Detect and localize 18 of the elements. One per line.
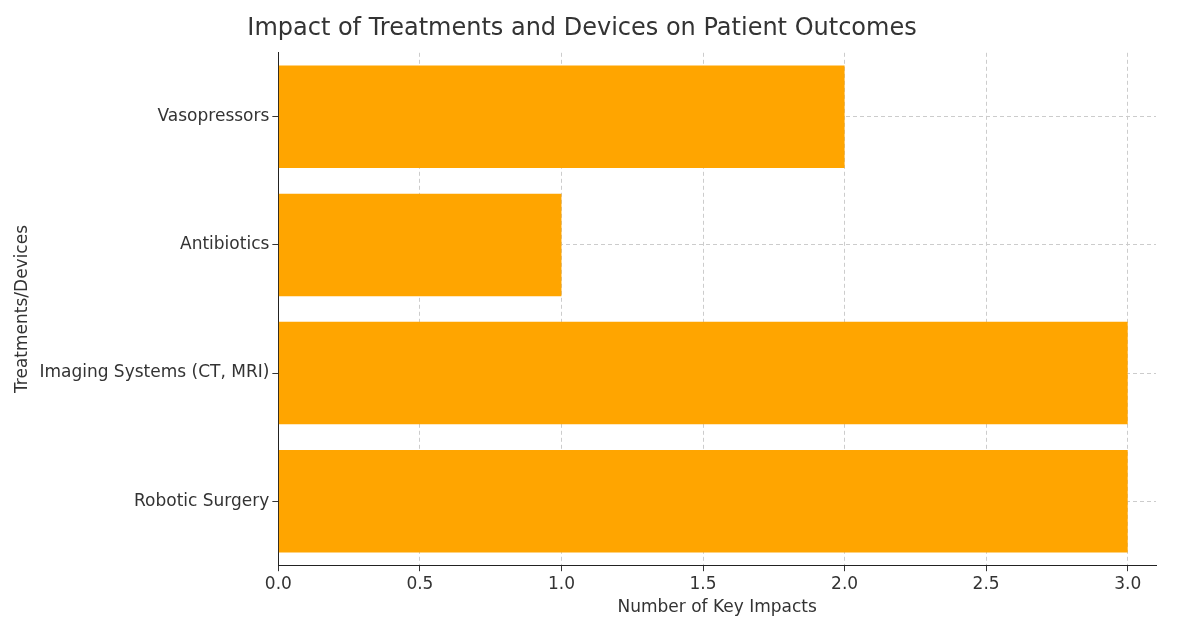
x-axis-title: Number of Key Impacts [617, 596, 817, 617]
y-tick-label: Antibiotics [180, 233, 270, 254]
x-tick-label: 2.5 [972, 572, 1000, 593]
chart-title: Impact of Treatments and Devices on Patient Outcomes [247, 12, 917, 41]
x-tick-label: 0.0 [264, 572, 292, 593]
y-tick-label: Robotic Surgery [134, 489, 270, 510]
bar [278, 321, 1128, 425]
y-tick-label: Imaging Systems (CT, MRI) [39, 361, 270, 382]
y-tick-label: Vasopressors [157, 105, 270, 126]
x-tick-label: 3.0 [1114, 572, 1142, 593]
y-axis-title: Treatments/Devices [10, 224, 31, 395]
x-tick-label: 1.0 [547, 572, 575, 593]
x-tick-label: 1.5 [689, 572, 717, 593]
x-tick-label: 2.0 [831, 572, 859, 593]
bar [278, 193, 562, 297]
x-tick-label: 0.5 [406, 572, 434, 593]
bar [278, 65, 845, 169]
bar [278, 449, 1128, 553]
